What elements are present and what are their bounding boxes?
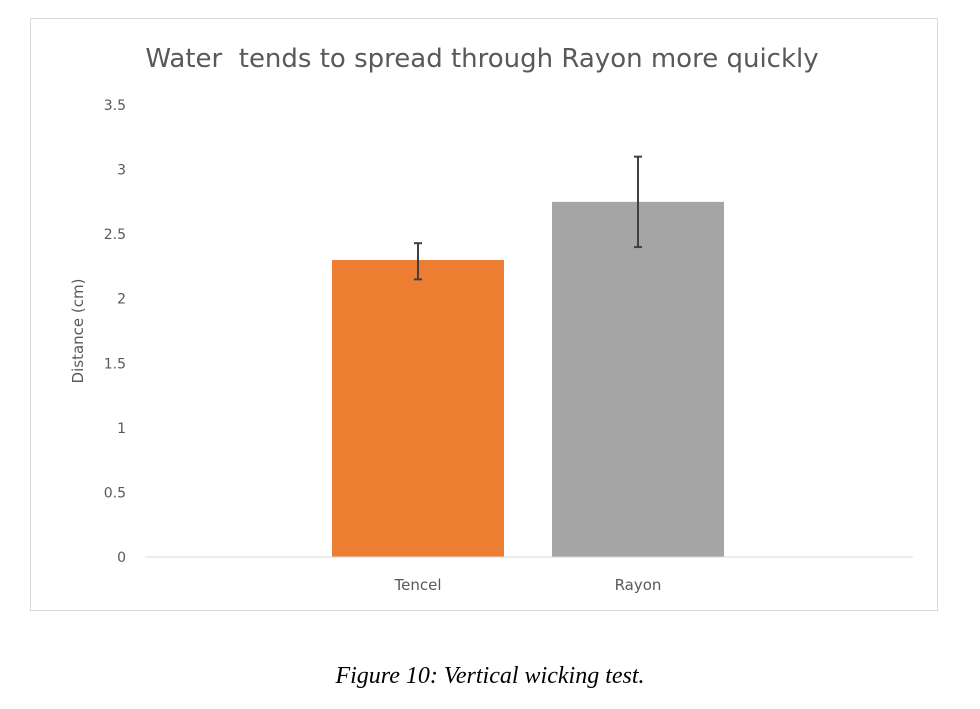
y-tick-label: 2	[117, 292, 126, 308]
y-tick-label: 3.5	[104, 98, 126, 114]
y-tick-label: 0.5	[104, 485, 126, 501]
y-tick-label: 1	[117, 421, 126, 437]
x-tick-label: Rayon	[615, 576, 662, 594]
error-bar-tencel	[414, 242, 422, 281]
error-bar-rayon	[634, 155, 642, 249]
error-bars	[414, 155, 642, 281]
chart-title: Water tends to spread through Rayon more…	[145, 44, 818, 74]
y-axis-ticks: 0 0.5 1 1.5 2 2.5 3 3.5	[104, 98, 126, 566]
y-tick-label: 2.5	[104, 227, 126, 243]
x-axis-labels: Tencel Rayon	[394, 576, 662, 594]
figure-caption: Figure 10: Vertical wicking test.	[335, 663, 645, 689]
y-tick-label: 1.5	[104, 356, 126, 372]
y-tick-label: 3	[117, 163, 126, 179]
y-tick-label: 0	[117, 550, 126, 566]
y-axis-title: Distance (cm)	[69, 279, 87, 384]
bar-tencel	[332, 259, 504, 557]
x-tick-label: Tencel	[394, 576, 442, 594]
bar-rayon	[552, 201, 724, 557]
bars	[332, 201, 724, 557]
